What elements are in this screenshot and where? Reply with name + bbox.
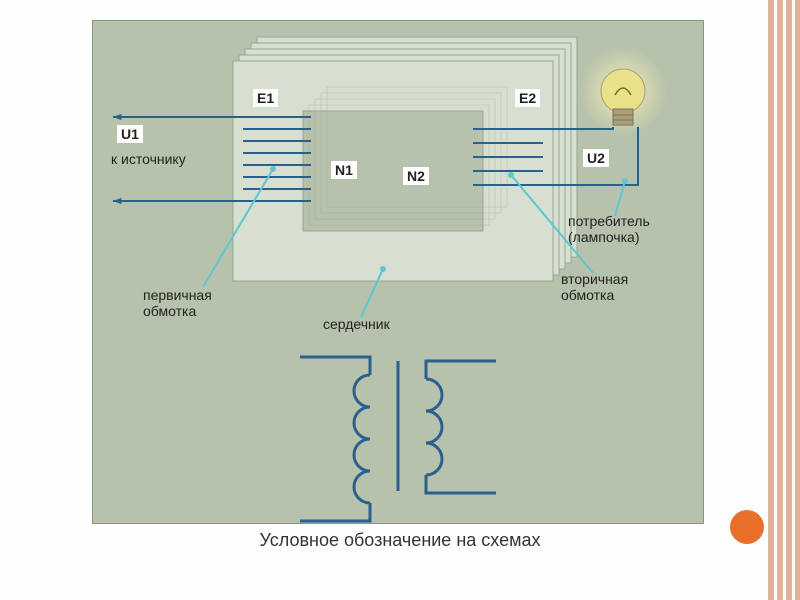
label-U1: U1 — [117, 125, 143, 143]
annotation-to_source: к источнику — [111, 151, 186, 167]
caption: Условное обозначение на схемах — [0, 530, 800, 551]
annotation-consumer: потребитель (лампочка) — [568, 213, 650, 245]
label-E2: E2 — [515, 89, 540, 107]
slide: E1 E2 U1 U2 N1 N2 к источнику первичная обмотка… — [0, 0, 800, 600]
annotation-primary_winding: первичная обмотка — [143, 287, 212, 319]
label-N1: N1 — [331, 161, 357, 179]
label-U2: U2 — [583, 149, 609, 167]
annotation-core: сердечник — [323, 316, 390, 332]
annotation-secondary_winding: вторичная обмотка — [561, 271, 628, 303]
diagram-frame: E1 E2 U1 U2 N1 N2 к источнику первичная обмотка… — [92, 20, 704, 524]
decorative-stripes — [768, 0, 800, 600]
label-N2: N2 — [403, 167, 429, 185]
label-E1: E1 — [253, 89, 278, 107]
nav-dot[interactable] — [730, 510, 764, 544]
